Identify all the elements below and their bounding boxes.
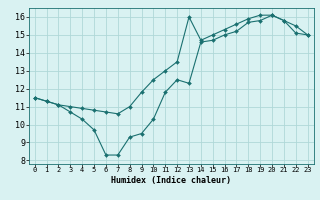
X-axis label: Humidex (Indice chaleur): Humidex (Indice chaleur) xyxy=(111,176,231,185)
